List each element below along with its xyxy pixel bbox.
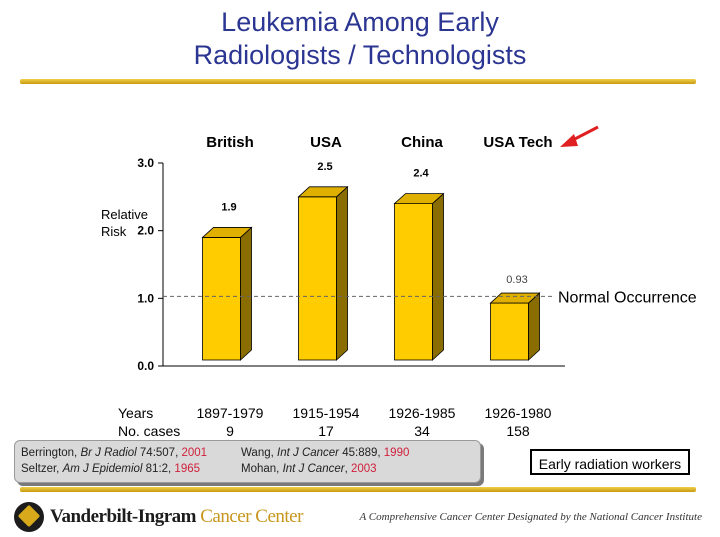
slide-title-line2: Radiologists / Technologists: [193, 40, 527, 70]
bar-side: [432, 192, 444, 361]
category-label: USA: [310, 134, 342, 151]
reference-journal: Br J Radiol: [80, 447, 137, 459]
category-label: British: [206, 134, 254, 151]
vanderbilt-ingram-logo: Vanderbilt-Ingram Cancer Center: [14, 500, 303, 534]
title-divider: [20, 79, 696, 84]
bar-side: [240, 226, 252, 361]
logo-name-accent: Cancer Center: [200, 506, 303, 527]
bar-usa: [297, 185, 349, 361]
cases-value: 17: [318, 423, 334, 439]
bar-front: [202, 237, 241, 361]
reference-citation: 45:889,: [339, 447, 384, 459]
reference-year: 1990: [383, 447, 410, 459]
bar-side: [336, 185, 348, 361]
bar-top: [201, 227, 253, 238]
reference-journal: Am J Epidemiol: [62, 463, 143, 475]
reference-author: Seltzer,: [21, 463, 63, 475]
bar-china: [393, 192, 445, 361]
reference-wang: Wang, Int J Cancer 45:889, 1990: [241, 447, 409, 459]
years-value: 1897-1979: [197, 405, 264, 421]
category-label: USA Tech: [483, 134, 552, 151]
bar-front: [298, 196, 337, 361]
reference-journal: Int J Cancer: [277, 447, 340, 459]
y-axis-label: Relative: [101, 207, 148, 222]
bar-value-label: 1.9: [221, 201, 236, 213]
y-axis-label: Risk: [101, 224, 127, 239]
bar-top: [489, 292, 541, 304]
logo-name: Vanderbilt-Ingram: [50, 506, 201, 527]
normal-occurrence-label: Normal Occurrence: [558, 289, 697, 306]
years-value: 1926-1980: [485, 405, 552, 421]
bar-usa-tech: [489, 292, 541, 361]
reference-mohan: Mohan, Int J Cancer, 2003: [241, 463, 377, 475]
reference-year: 2001: [181, 447, 208, 459]
bar-value-label: 2.5: [317, 161, 332, 173]
cases-value: 158: [506, 423, 530, 439]
cases-value: 34: [414, 423, 430, 439]
reference-author: Wang,: [241, 447, 278, 459]
reference-seltzer: Seltzer, Am J Epidemiol 81:2, 1965: [21, 463, 200, 475]
bar-front: [394, 203, 433, 361]
bar-british: [201, 226, 253, 361]
reference-berrington: Berrington, Br J Radiol 74:507, 2001: [21, 447, 207, 459]
y-tick-label: 2.0: [137, 224, 154, 238]
references-box: Berrington, Br J Radiol 74:507, 2001 Sel…: [14, 440, 481, 483]
bar-top: [297, 186, 349, 198]
reference-citation: 74:507,: [136, 447, 182, 459]
cases-value: 9: [226, 423, 234, 439]
cases-row-label: No. cases: [118, 423, 180, 439]
reference-journal: Int J Cancer: [282, 463, 345, 475]
slide-title-line1: Leukemia Among Early: [221, 7, 499, 37]
bar-front: [490, 302, 529, 361]
footer-tagline: A Comprehensive Cancer Center Designated…: [359, 511, 702, 523]
reference-citation: ,: [344, 463, 351, 475]
bar-value-label: 2.4: [413, 168, 429, 180]
logo-mark-icon: [14, 502, 44, 532]
reference-year: 1965: [174, 463, 201, 475]
relative-risk-chart: 0.0 1.0 2.0 3.0 Relative Risk 1.9 British 1897-1…: [101, 125, 697, 439]
y-tick-label: 3.0: [137, 156, 154, 170]
reference-author: Mohan,: [241, 463, 283, 475]
early-radiation-workers-box: Early radiation workers: [530, 449, 690, 475]
years-value: 1926-1985: [389, 405, 456, 421]
reference-citation: 81:2,: [142, 463, 175, 475]
reference-year: 2003: [350, 463, 377, 475]
reference-author: Berrington,: [21, 447, 81, 459]
years-row-label: Years: [118, 405, 153, 421]
y-tick-label: 1.0: [137, 291, 154, 305]
bar-side: [528, 292, 540, 361]
logo-text: Vanderbilt-Ingram Cancer Center: [50, 506, 303, 528]
y-tick-label: 0.0: [137, 359, 154, 373]
category-label: China: [401, 134, 443, 151]
footer-divider: [20, 487, 696, 492]
bar-value-label: 0.93: [506, 274, 527, 286]
years-value: 1915-1954: [293, 405, 360, 421]
bar-top: [393, 193, 445, 205]
arrow-head: [560, 134, 578, 147]
red-arrow-icon: [560, 125, 599, 147]
